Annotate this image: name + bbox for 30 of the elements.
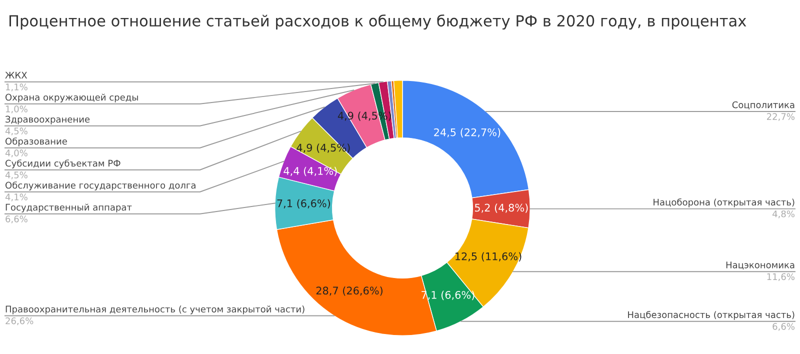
slice-label: Охрана окружающей среды — [6, 94, 138, 102]
slice-label: Субсидии субъектам РФ — [6, 160, 120, 168]
slice-label: Нацэкономика — [726, 262, 794, 270]
slice-label: Нацбезопасность (открытая часть) — [628, 310, 794, 320]
text: 4,1% — [5, 194, 28, 202]
text: 11,6% — [767, 273, 794, 281]
text: 1,0% — [6, 106, 28, 114]
text: 22,7% — [766, 113, 794, 121]
text: 6,6% — [772, 323, 794, 331]
text: 4,5% — [5, 172, 28, 180]
slice-label: Здравоохранение — [6, 116, 90, 124]
text: 4,8% — [772, 210, 794, 218]
slice-label: Правоохранительная деятельность (с учетом закрытой части) — [6, 306, 304, 314]
text: 4,5% — [5, 128, 28, 136]
slice-label: Обслуживание государственного долга — [6, 182, 196, 190]
text: 1,1% — [6, 84, 28, 92]
text: 4,0% — [5, 150, 28, 158]
text: 6,6% — [6, 216, 28, 224]
text: 26,6% — [6, 317, 34, 326]
slice-label: Нацоборона (открытая часть) — [654, 198, 794, 208]
slice-label: ЖКХ — [5, 72, 28, 79]
data-label: 28,7 (26,6%) — [316, 286, 382, 296]
chart-title: Процентное отношение статьей расходов к общему бюджету РФ в 2020 году, в процентах — [10, 14, 746, 30]
data-label: 5,2 (4,8%) — [474, 204, 528, 213]
data-label: 7,1 (6,6%) — [277, 199, 330, 209]
slice-label: Соцполитика — [732, 101, 794, 110]
data-label: 4,4 (4,1%) — [284, 166, 337, 176]
slice-label: Образование — [6, 138, 67, 146]
slice-label: Государственный аппарат — [6, 204, 132, 212]
data-label: 24,5 (22,7%) — [434, 128, 500, 138]
